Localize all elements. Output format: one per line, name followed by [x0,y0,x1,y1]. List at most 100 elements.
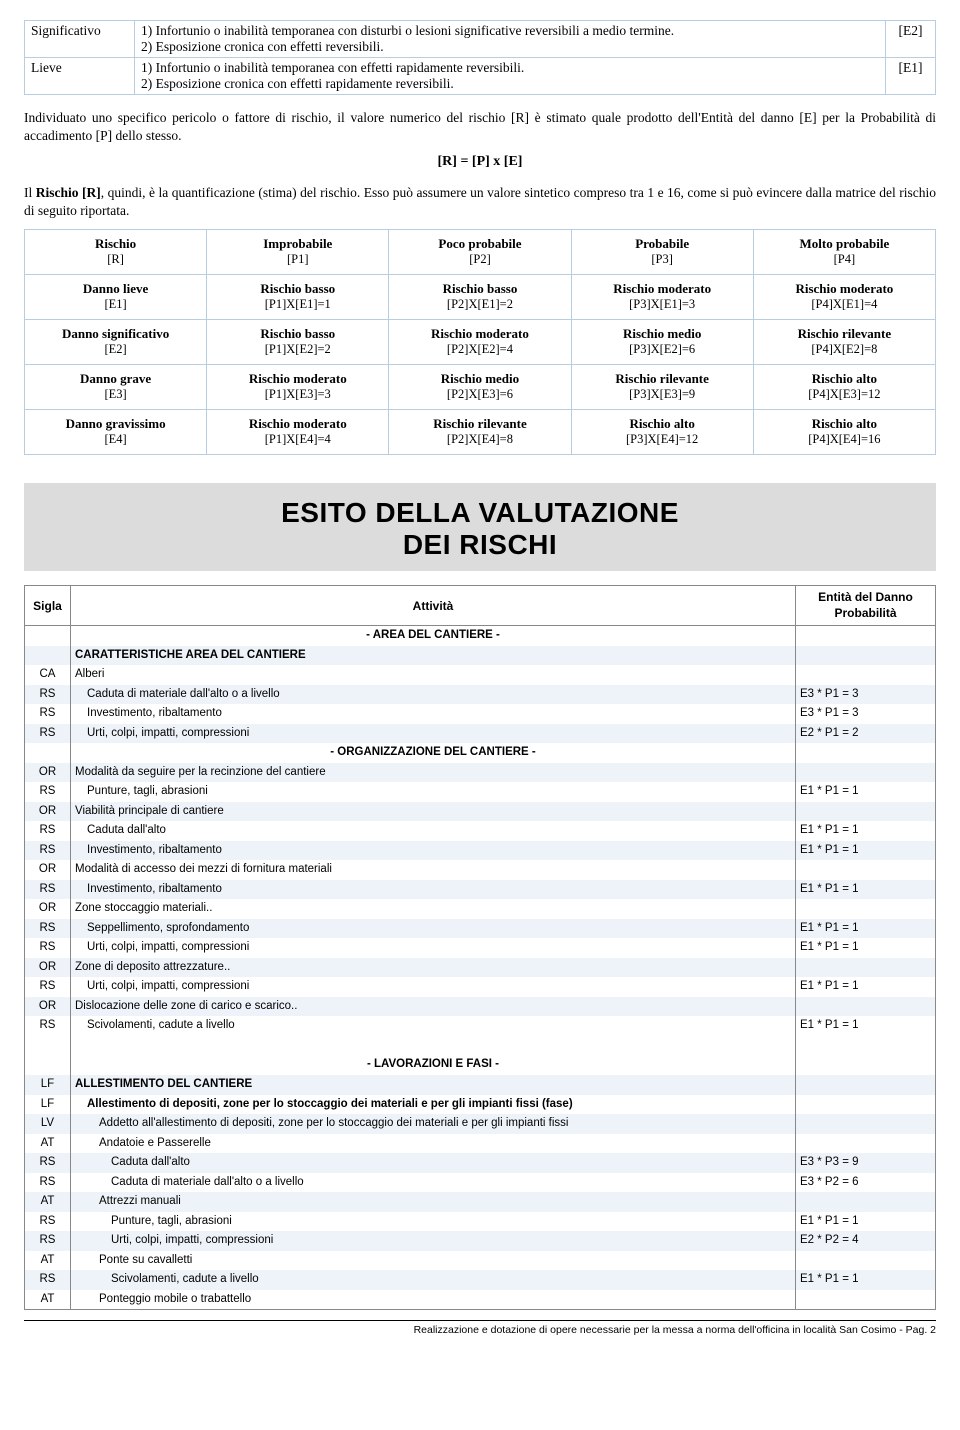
matrix-cell: Rischio alto[P3]X[E4]=12 [571,409,753,454]
sigla-cell: AT [25,1290,71,1310]
table-row: RSCaduta di materiale dall'alto o a live… [25,685,936,705]
table-row: LFAllestimento di depositi, zone per lo … [25,1095,936,1115]
value-cell [796,1134,936,1154]
value-cell [796,802,936,822]
sigla-cell: OR [25,958,71,978]
attivita-cell: - AREA DEL CANTIERE - [71,626,796,646]
value-cell: E3 * P1 = 3 [796,685,936,705]
attivita-cell: Punture, tagli, abrasioni [71,1212,796,1232]
table-row: RSSeppellimento, sprofondamentoE1 * P1 =… [25,919,936,939]
matrix-cell: Rischio medio[P2]X[E3]=6 [389,364,571,409]
table-row: - LAVORAZIONI E FASI - [25,1055,936,1075]
value-cell: E1 * P1 = 1 [796,821,936,841]
def-code: [E2] [886,21,936,58]
attivita-cell: Addetto all'allestimento di depositi, zo… [71,1114,796,1134]
table-row: ORDislocazione delle zone di carico e sc… [25,997,936,1017]
sigla-cell [25,626,71,646]
attivita-cell: Investimento, ribaltamento [71,880,796,900]
value-cell [796,1290,936,1310]
esito-body: - AREA DEL CANTIERE -CARATTERISTICHE ARE… [24,626,936,1310]
matrix-cell: Rischio rilevante[P4]X[E2]=8 [753,319,935,364]
table-row: CAAlberi [25,665,936,685]
table-row: - AREA DEL CANTIERE - [25,626,936,646]
attivita-cell: - LAVORAZIONI E FASI - [71,1055,796,1075]
table-row: RSCaduta dall'altoE1 * P1 = 1 [25,821,936,841]
attivita-cell: Urti, colpi, impatti, compressioni [71,938,796,958]
matrix-cell: Rischio medio[P3]X[E2]=6 [571,319,753,364]
attivita-cell: - ORGANIZZAZIONE DEL CANTIERE - [71,743,796,763]
sigla-cell: LF [25,1095,71,1115]
attivita-cell: Allestimento di depositi, zone per lo st… [71,1095,796,1115]
sigla-cell: RS [25,782,71,802]
value-cell [796,646,936,666]
esito-heading: ESITO DELLA VALUTAZIONEDEI RISCHI [24,483,936,571]
sigla-cell: RS [25,938,71,958]
matrix-cell: Rischio basso[P1]X[E2]=2 [207,319,389,364]
value-cell [796,665,936,685]
matrix-cell: Rischio basso[P2]X[E1]=2 [389,275,571,320]
attivita-cell: Dislocazione delle zone di carico e scar… [71,997,796,1017]
table-row: LVAddetto all'allestimento di depositi, … [25,1114,936,1134]
attivita-cell: Investimento, ribaltamento [71,704,796,724]
table-row: RSUrti, colpi, impatti, compressioniE2 *… [25,724,936,744]
value-cell: E1 * P1 = 1 [796,1212,936,1232]
sigla-cell: AT [25,1251,71,1271]
value-cell [796,1192,936,1212]
sigla-cell: LF [25,1075,71,1095]
matrix-header-cell: Probabile[P3] [571,230,753,275]
table-row [25,1036,936,1056]
attivita-cell: Ponteggio mobile o trabattello [71,1290,796,1310]
attivita-cell: Caduta di materiale dall'alto o a livell… [71,685,796,705]
attivita-cell: Scivolamenti, cadute a livello [71,1016,796,1036]
matrix-header-cell: Poco probabile[P2] [389,230,571,275]
matrix-cell: Rischio alto[P4]X[E4]=16 [753,409,935,454]
esito-table-wrapper: Sigla Attività Entità del DannoProbabili… [24,585,936,1310]
table-row: ORZone di deposito attrezzature.. [25,958,936,978]
attivita-cell: Urti, colpi, impatti, compressioni [71,1231,796,1251]
value-cell: E1 * P1 = 1 [796,841,936,861]
attivita-cell: Zone di deposito attrezzature.. [71,958,796,978]
matrix-header-cell: Molto probabile[P4] [753,230,935,275]
sigla-cell: CA [25,665,71,685]
attivita-cell: ALLESTIMENTO DEL CANTIERE [71,1075,796,1095]
value-cell [796,1036,936,1056]
value-cell [796,626,936,646]
attivita-cell [71,1036,796,1056]
matrix-cell: Rischio moderato[P1]X[E4]=4 [207,409,389,454]
table-row: ORZone stoccaggio materiali.. [25,899,936,919]
value-cell [796,743,936,763]
table-row: ATAndatoie e Passerelle [25,1134,936,1154]
sigla-cell: OR [25,860,71,880]
table-row: RSUrti, colpi, impatti, compressioniE2 *… [25,1231,936,1251]
value-cell: E2 * P1 = 2 [796,724,936,744]
sigla-cell: RS [25,1270,71,1290]
sigla-cell [25,1036,71,1056]
attivita-cell: Investimento, ribaltamento [71,841,796,861]
table-row: ATPonte su cavalletti [25,1251,936,1271]
sigla-cell: OR [25,763,71,783]
attivita-cell: Andatoie e Passerelle [71,1134,796,1154]
matrix-header-cell: Danno lieve[E1] [25,275,207,320]
attivita-cell: Urti, colpi, impatti, compressioni [71,977,796,997]
attivita-cell: Ponte su cavalletti [71,1251,796,1271]
sigla-cell [25,646,71,666]
table-row: RSScivolamenti, cadute a livelloE1 * P1 … [25,1016,936,1036]
sigla-cell [25,1055,71,1075]
sigla-cell: RS [25,1016,71,1036]
sigla-cell: RS [25,841,71,861]
sigla-cell: AT [25,1134,71,1154]
sigla-cell: LV [25,1114,71,1134]
def-desc: 1) Infortunio o inabilità temporanea con… [135,21,886,58]
table-row: RSUrti, colpi, impatti, compressioniE1 *… [25,977,936,997]
def-code: [E1] [886,58,936,95]
value-cell [796,1114,936,1134]
attivita-cell: Modalità da seguire per la recinzione de… [71,763,796,783]
sigla-cell: RS [25,724,71,744]
table-row: RSInvestimento, ribaltamentoE1 * P1 = 1 [25,841,936,861]
def-desc: 1) Infortunio o inabilità temporanea con… [135,58,886,95]
sigla-cell: RS [25,1231,71,1251]
sigla-cell: RS [25,1173,71,1193]
matrix-header-cell: Improbabile[P1] [207,230,389,275]
sigla-cell: OR [25,802,71,822]
esito-head-attivita: Attività [71,585,796,625]
